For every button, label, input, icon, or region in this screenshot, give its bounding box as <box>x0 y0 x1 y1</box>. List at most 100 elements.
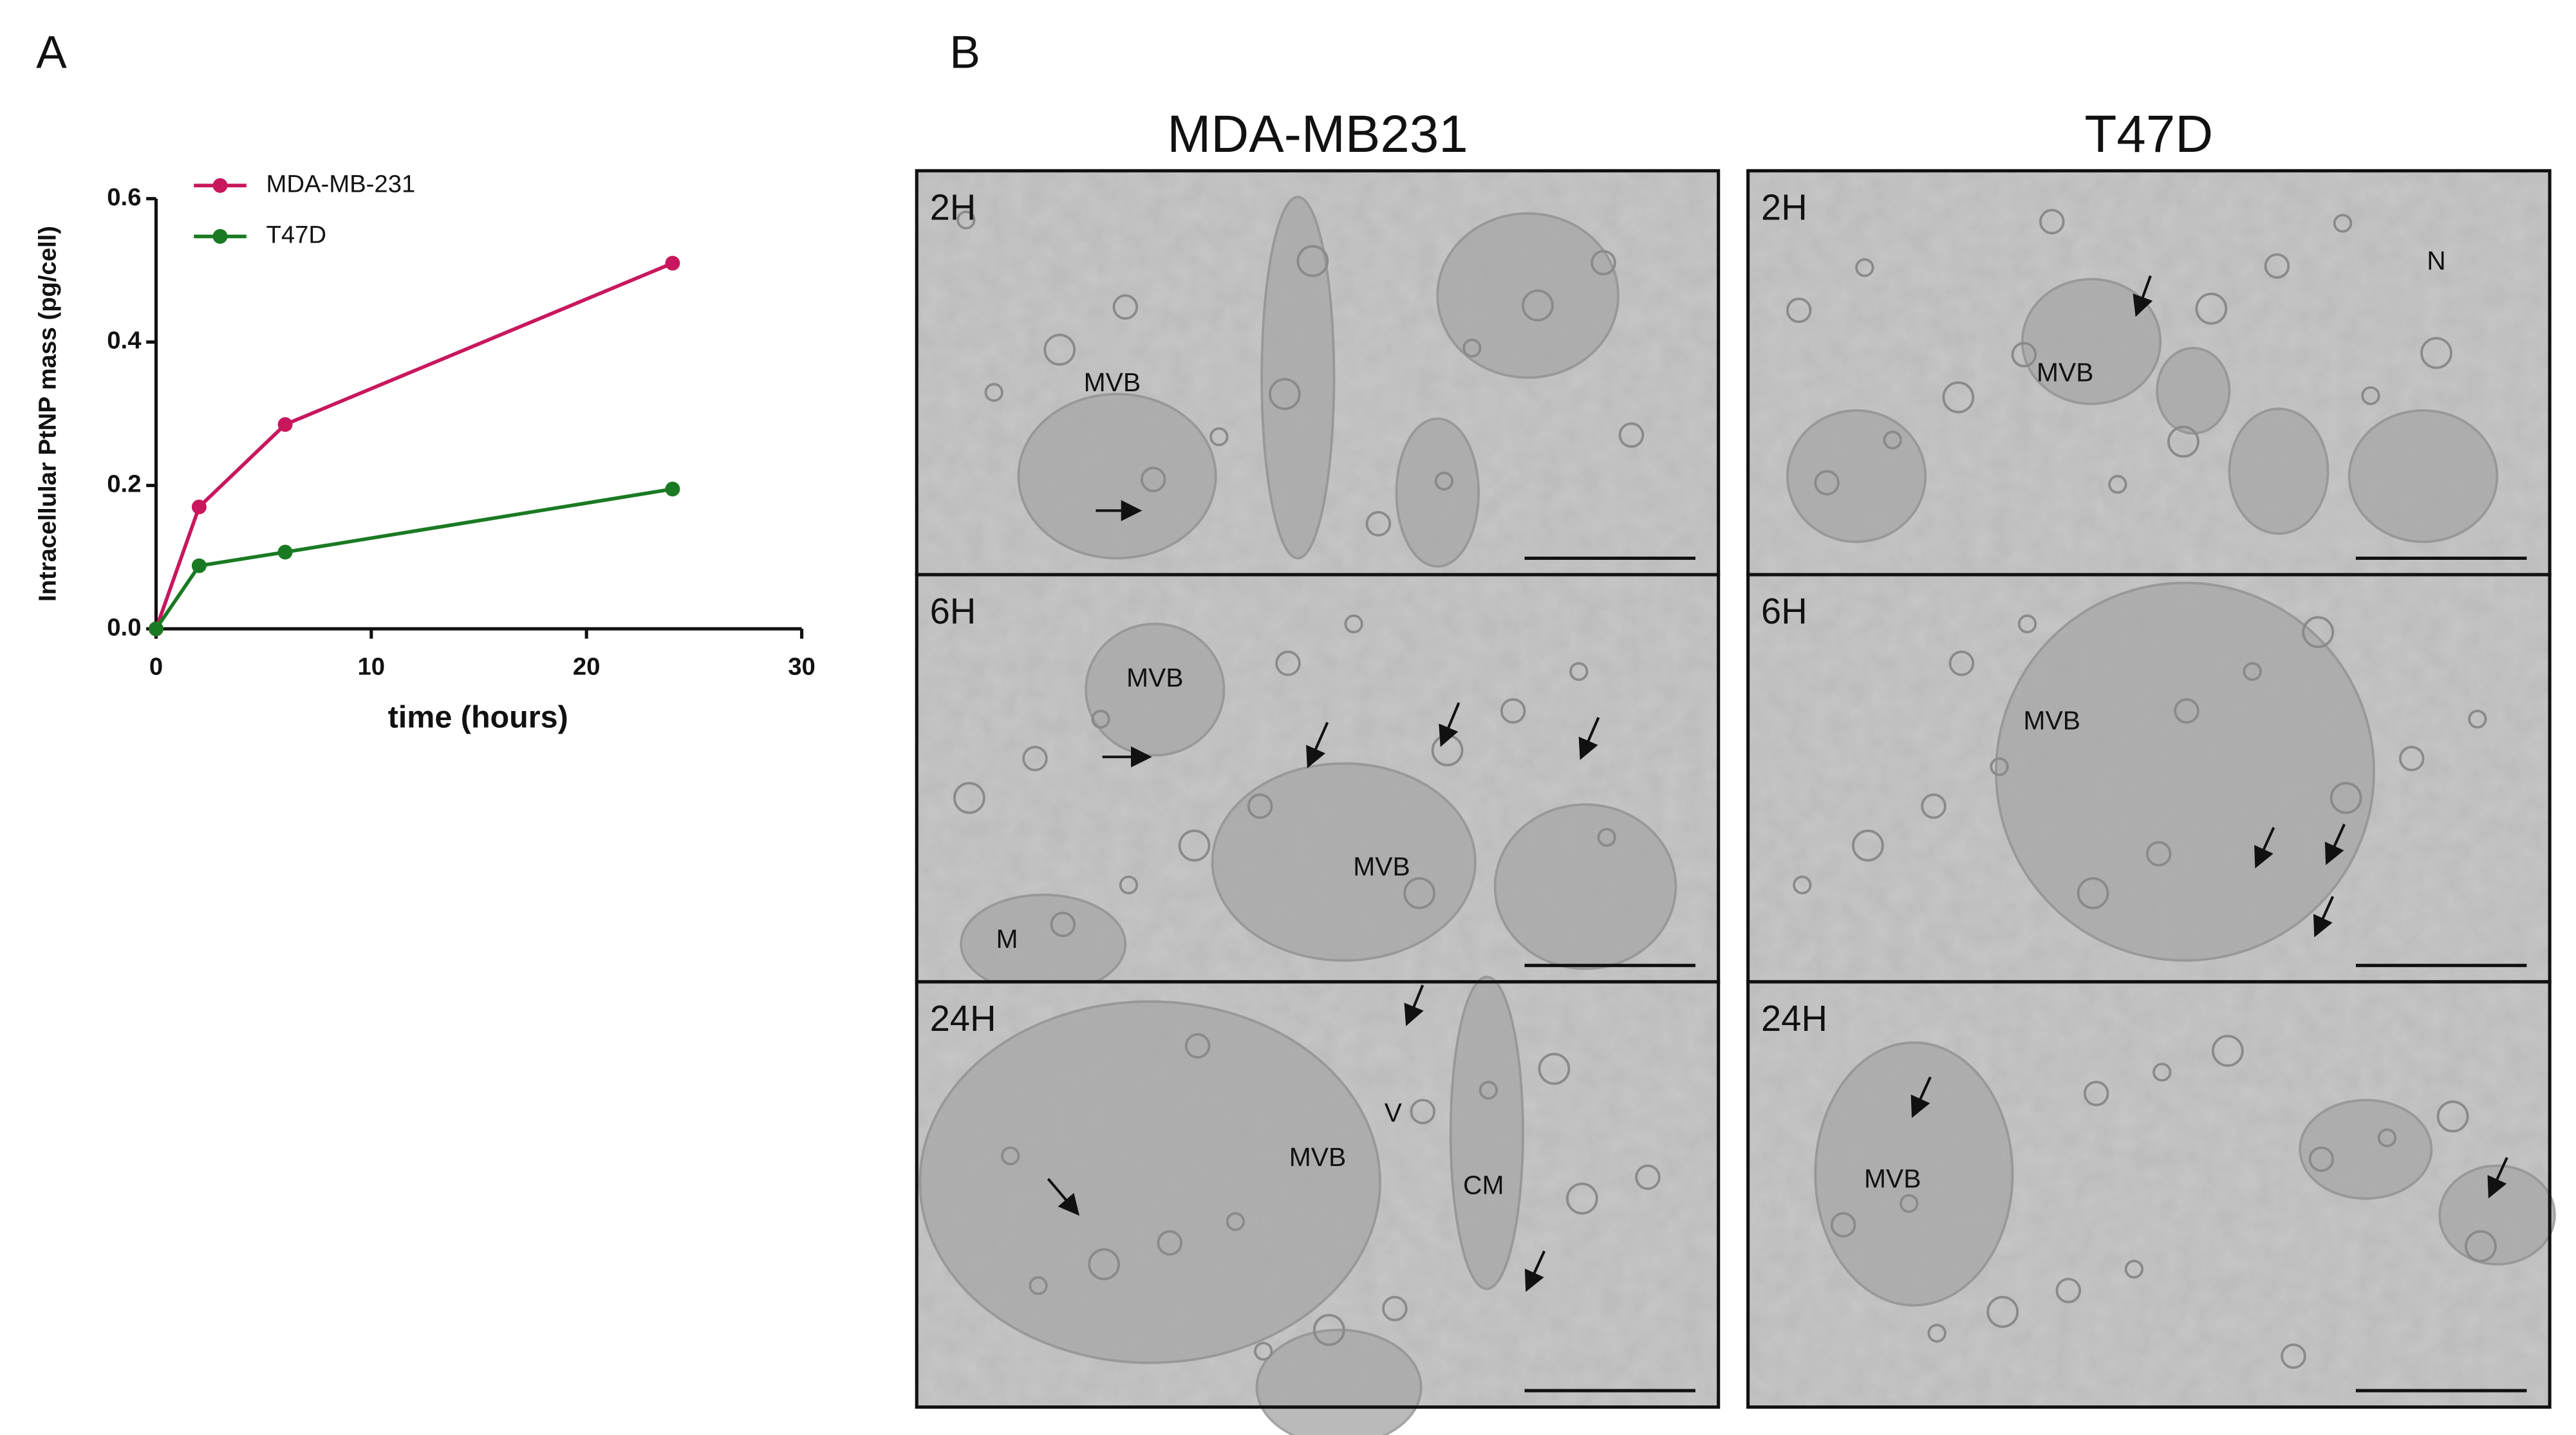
vesicle <box>2302 616 2335 649</box>
vesicle <box>2333 214 2353 233</box>
vesicle <box>2361 386 2380 405</box>
vesicle <box>1618 422 1645 448</box>
vesicle <box>1814 470 1840 495</box>
arrow <box>1404 985 1424 1026</box>
micrograph-border <box>1746 980 2552 1409</box>
vesicle <box>1927 1324 1946 1343</box>
annotation: V <box>1385 1098 1403 1127</box>
arrow <box>2324 824 2346 866</box>
y-tick-label: 0.0 <box>107 613 141 641</box>
arrow <box>1578 717 1600 761</box>
vesicle <box>1948 651 1975 676</box>
annotation: MVB <box>2024 705 2080 735</box>
vesicle <box>1852 829 1884 862</box>
vesicle <box>2039 208 2065 235</box>
arrow <box>1910 1076 1932 1118</box>
y-axis-title: Intracellular PtNP mass (pg/cell) <box>34 226 62 602</box>
legend-marker <box>212 228 228 244</box>
data-point <box>665 481 680 497</box>
data-point <box>191 558 207 573</box>
vesicle <box>1793 875 1812 894</box>
arrow <box>1047 1178 1080 1216</box>
vesicle <box>1899 1194 1919 1213</box>
arrow <box>2254 827 2275 869</box>
legend-marker <box>212 178 228 193</box>
vesicle <box>2398 746 2425 772</box>
vesicle <box>957 210 976 230</box>
vesicle <box>1462 338 1482 358</box>
vesicle <box>2017 614 2037 634</box>
vesicle <box>1140 467 1166 492</box>
arrow <box>2133 275 2153 317</box>
vesicle <box>2329 782 2362 814</box>
vesicle <box>1000 1146 1020 1165</box>
organelle <box>2299 1098 2433 1200</box>
organelle <box>1255 1328 1423 1435</box>
vesicle <box>1119 875 1139 894</box>
vesicle <box>2195 292 2228 325</box>
x-tick-label: 10 <box>358 653 386 681</box>
vesicle <box>2465 1230 2497 1263</box>
vesicle <box>1635 1164 1661 1190</box>
vesicle <box>1178 829 1211 862</box>
annotation: MVB <box>1353 852 1410 882</box>
vesicle <box>1990 757 2009 777</box>
vesicle <box>1921 793 1946 819</box>
data-point <box>277 417 293 432</box>
arrow <box>1439 702 1461 747</box>
vesicle <box>1022 746 1048 772</box>
column-title: MDA-MB231 <box>1167 105 1468 163</box>
vesicle <box>1403 877 1436 909</box>
organelle <box>919 1000 1381 1364</box>
vesicle <box>1184 1033 1211 1059</box>
vesicle <box>1591 250 1616 276</box>
x-tick-label: 30 <box>788 653 816 681</box>
annotation: MVB <box>1084 367 1141 397</box>
organelle <box>1814 1041 2014 1307</box>
vesicle <box>1538 1053 1571 1085</box>
vesicle <box>2083 1080 2109 1107</box>
vesicle <box>2212 1035 2244 1067</box>
annotation: MVB <box>2037 358 2093 387</box>
vesicle <box>1830 1212 1856 1238</box>
organelle <box>1395 417 1480 568</box>
vesicle <box>2145 840 2172 867</box>
vesicle <box>1029 1276 1048 1295</box>
vesicle <box>1382 1295 1408 1322</box>
vesicle <box>1209 427 1229 447</box>
y-tick-label: 0.2 <box>107 470 141 498</box>
legend-label: MDA-MB-231 <box>266 170 415 198</box>
data-point <box>277 544 293 560</box>
series-line <box>154 487 673 630</box>
vesicle <box>1226 1212 1246 1231</box>
y-tick-label: 0.6 <box>107 183 141 211</box>
vesicle <box>1883 430 1902 450</box>
time-label: 24H <box>1761 998 1827 1039</box>
vesicle <box>1275 651 1301 676</box>
vesicle <box>2436 1100 2469 1133</box>
annotation: CM <box>1463 1171 1504 1200</box>
vesicle <box>1043 333 1076 366</box>
micrograph-border <box>915 980 1721 1409</box>
vesicle <box>1434 471 1454 491</box>
data-point <box>665 255 680 271</box>
organelle <box>1017 393 1217 560</box>
annotation: MVB <box>1289 1142 1346 1172</box>
time-label: 24H <box>930 998 996 1039</box>
x-tick-label: 20 <box>573 653 601 681</box>
organelle <box>1211 762 1477 962</box>
time-label: 6H <box>930 591 976 631</box>
y-tick-label: 0.4 <box>107 327 142 355</box>
vesicle <box>1855 258 1874 277</box>
vesicle <box>2308 1146 2335 1172</box>
vesicle <box>1296 245 1329 277</box>
vesicle <box>2124 1259 2144 1279</box>
vesicle <box>1500 698 1526 724</box>
vesicle <box>1522 289 1554 322</box>
time-label: 2H <box>930 187 976 227</box>
annotation: M <box>996 924 1018 954</box>
organelle <box>2021 277 2162 405</box>
x-tick-label: 0 <box>149 653 163 681</box>
vesicle <box>2055 1277 2082 1304</box>
